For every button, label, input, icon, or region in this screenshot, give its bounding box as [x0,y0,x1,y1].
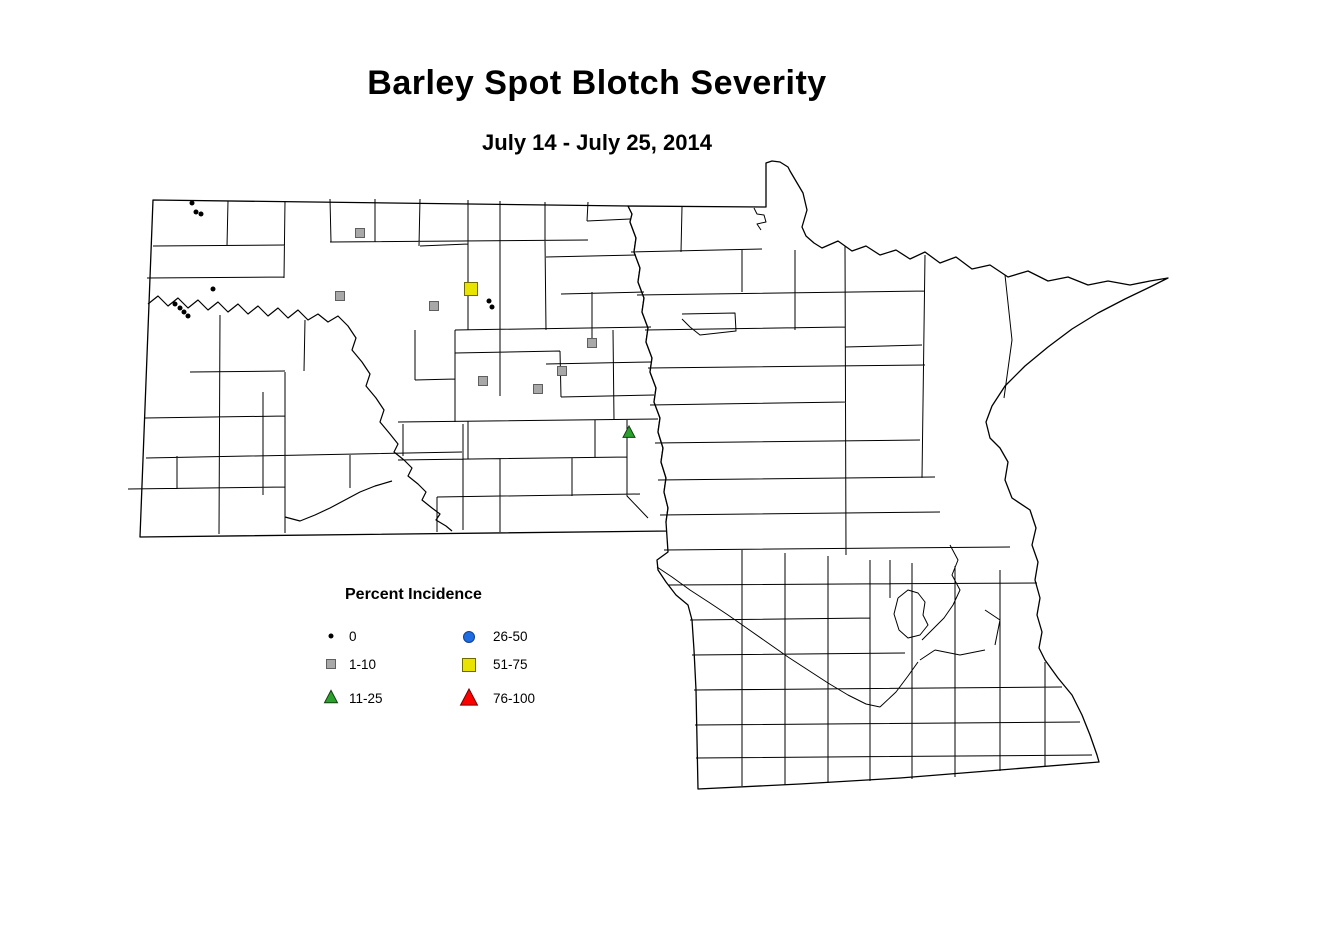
map-markers [172,200,636,438]
marker-1-10 [429,301,439,311]
minnesota-outline [627,160,1169,790]
marker-51-75 [464,282,478,296]
marker-0 [210,286,216,292]
marker-0 [185,313,191,319]
marker-0 [486,298,492,304]
marker-11-25 [622,424,636,438]
marker-0 [193,209,199,215]
marker-1-10 [335,291,345,301]
marker-0 [489,304,495,310]
marker-1-10 [557,366,567,376]
county-lines-minnesota [630,206,1093,786]
marker-1-10 [533,384,543,394]
page-subtitle: July 14 - July 25, 2014 [482,130,712,155]
county-lines-north-dakota [127,198,659,535]
marker-1-10 [355,228,365,238]
marker-0 [181,309,187,315]
marker-1-10 [478,376,488,386]
missouri-river-line [147,295,453,532]
marker-1-10 [587,338,597,348]
marker-0 [198,211,204,217]
page-title: Barley Spot Blotch Severity [367,64,827,102]
marker-0 [177,305,183,311]
marker-0 [172,301,178,307]
marker-0 [189,200,195,206]
